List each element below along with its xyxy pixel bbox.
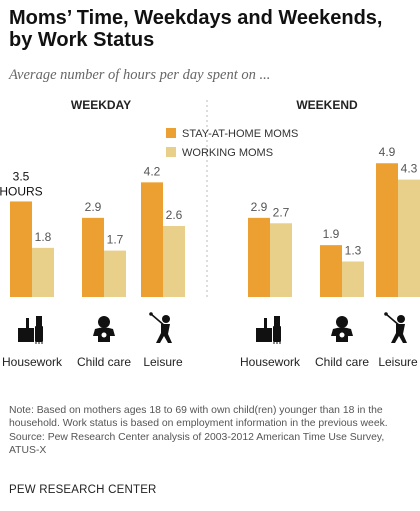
legend-label-0: STAY-AT-HOME MOMS — [182, 128, 298, 140]
data-label-weekend-0-1: 2.7 — [273, 205, 290, 219]
source-line2: ATUS-X — [9, 444, 47, 456]
bar-weekday-2-0 — [141, 182, 163, 297]
data-label-weekday-2-0: 4.2 — [144, 164, 161, 178]
category-label-0-2: Leisure — [143, 355, 183, 369]
bar-weekday-2-1 — [163, 226, 185, 297]
leisure-icon — [149, 312, 172, 343]
category-label-1-0: Housework — [240, 355, 301, 369]
category-label-0-1: Child care — [77, 355, 131, 369]
legend-swatch-0 — [166, 128, 176, 138]
data-label-weekend-1-0: 1.9 — [323, 227, 340, 241]
category-label-0-0: Housework — [2, 355, 63, 369]
bar-weekday-1-1 — [104, 250, 126, 297]
bar-weekend-1-0 — [320, 245, 342, 297]
data-label-weekend-0-0: 2.9 — [251, 200, 268, 214]
bar-weekday-0-1 — [32, 247, 54, 297]
note-line1: Note: Based on mothers ages 18 to 69 wit… — [9, 405, 383, 416]
bar-weekend-0-1 — [270, 223, 292, 297]
child-care-icon — [331, 316, 353, 342]
note-line2: household. Work status is based on emplo… — [9, 418, 388, 430]
bar-weekend-2-0 — [376, 163, 398, 297]
leisure-icon — [384, 312, 407, 343]
data-label-weekend-1-1: 1.3 — [345, 244, 362, 258]
legend-label-1: WORKING MOMS — [182, 147, 273, 159]
brand-name: PEW RESEARCH CENTER — [9, 484, 157, 496]
data-label-weekday-0-1: 1.8 — [35, 230, 52, 244]
source-line1: Source: Pew Research Center analysis of … — [9, 431, 385, 443]
data-label-weekday-2-1: 2.6 — [166, 208, 183, 222]
category-label-1-1: Child care — [315, 355, 369, 369]
data-label-weekend-2-0: 4.9 — [379, 145, 396, 159]
bar-weekend-1-1 — [342, 261, 364, 297]
panel-title-1: WEEKEND — [296, 98, 358, 112]
data-label-weekday-0-0: 3.5 — [13, 169, 30, 183]
housework-icon — [256, 316, 281, 344]
unit-label: HOURS — [0, 184, 43, 198]
housework-icon — [18, 316, 43, 344]
data-label-weekday-1-0: 2.9 — [85, 200, 102, 214]
child-care-icon — [93, 316, 115, 342]
bar-weekend-2-1 — [398, 179, 420, 297]
chart-subtitle: Average number of hours per day spent on… — [9, 67, 271, 83]
bar-weekend-0-0 — [248, 217, 270, 297]
chart-title-line2: by Work Status — [9, 29, 155, 51]
bar-weekday-0-0 — [10, 201, 32, 297]
panel-title-0: WEEKDAY — [71, 98, 131, 112]
chart-title-line1: Moms’ Time, Weekdays and Weekends, — [9, 7, 383, 29]
chart-title: Moms’ Time, Weekdays and Weekends, by Wo… — [9, 7, 414, 51]
category-label-1-2: Leisure — [378, 355, 418, 369]
footnotes: Note: Based on mothers ages 18 to 69 wit… — [9, 404, 417, 457]
data-label-weekend-2-1: 4.3 — [401, 162, 418, 176]
bar-weekday-1-0 — [82, 217, 104, 297]
data-label-weekday-1-1: 1.7 — [107, 233, 124, 247]
legend-swatch-1 — [166, 147, 176, 157]
